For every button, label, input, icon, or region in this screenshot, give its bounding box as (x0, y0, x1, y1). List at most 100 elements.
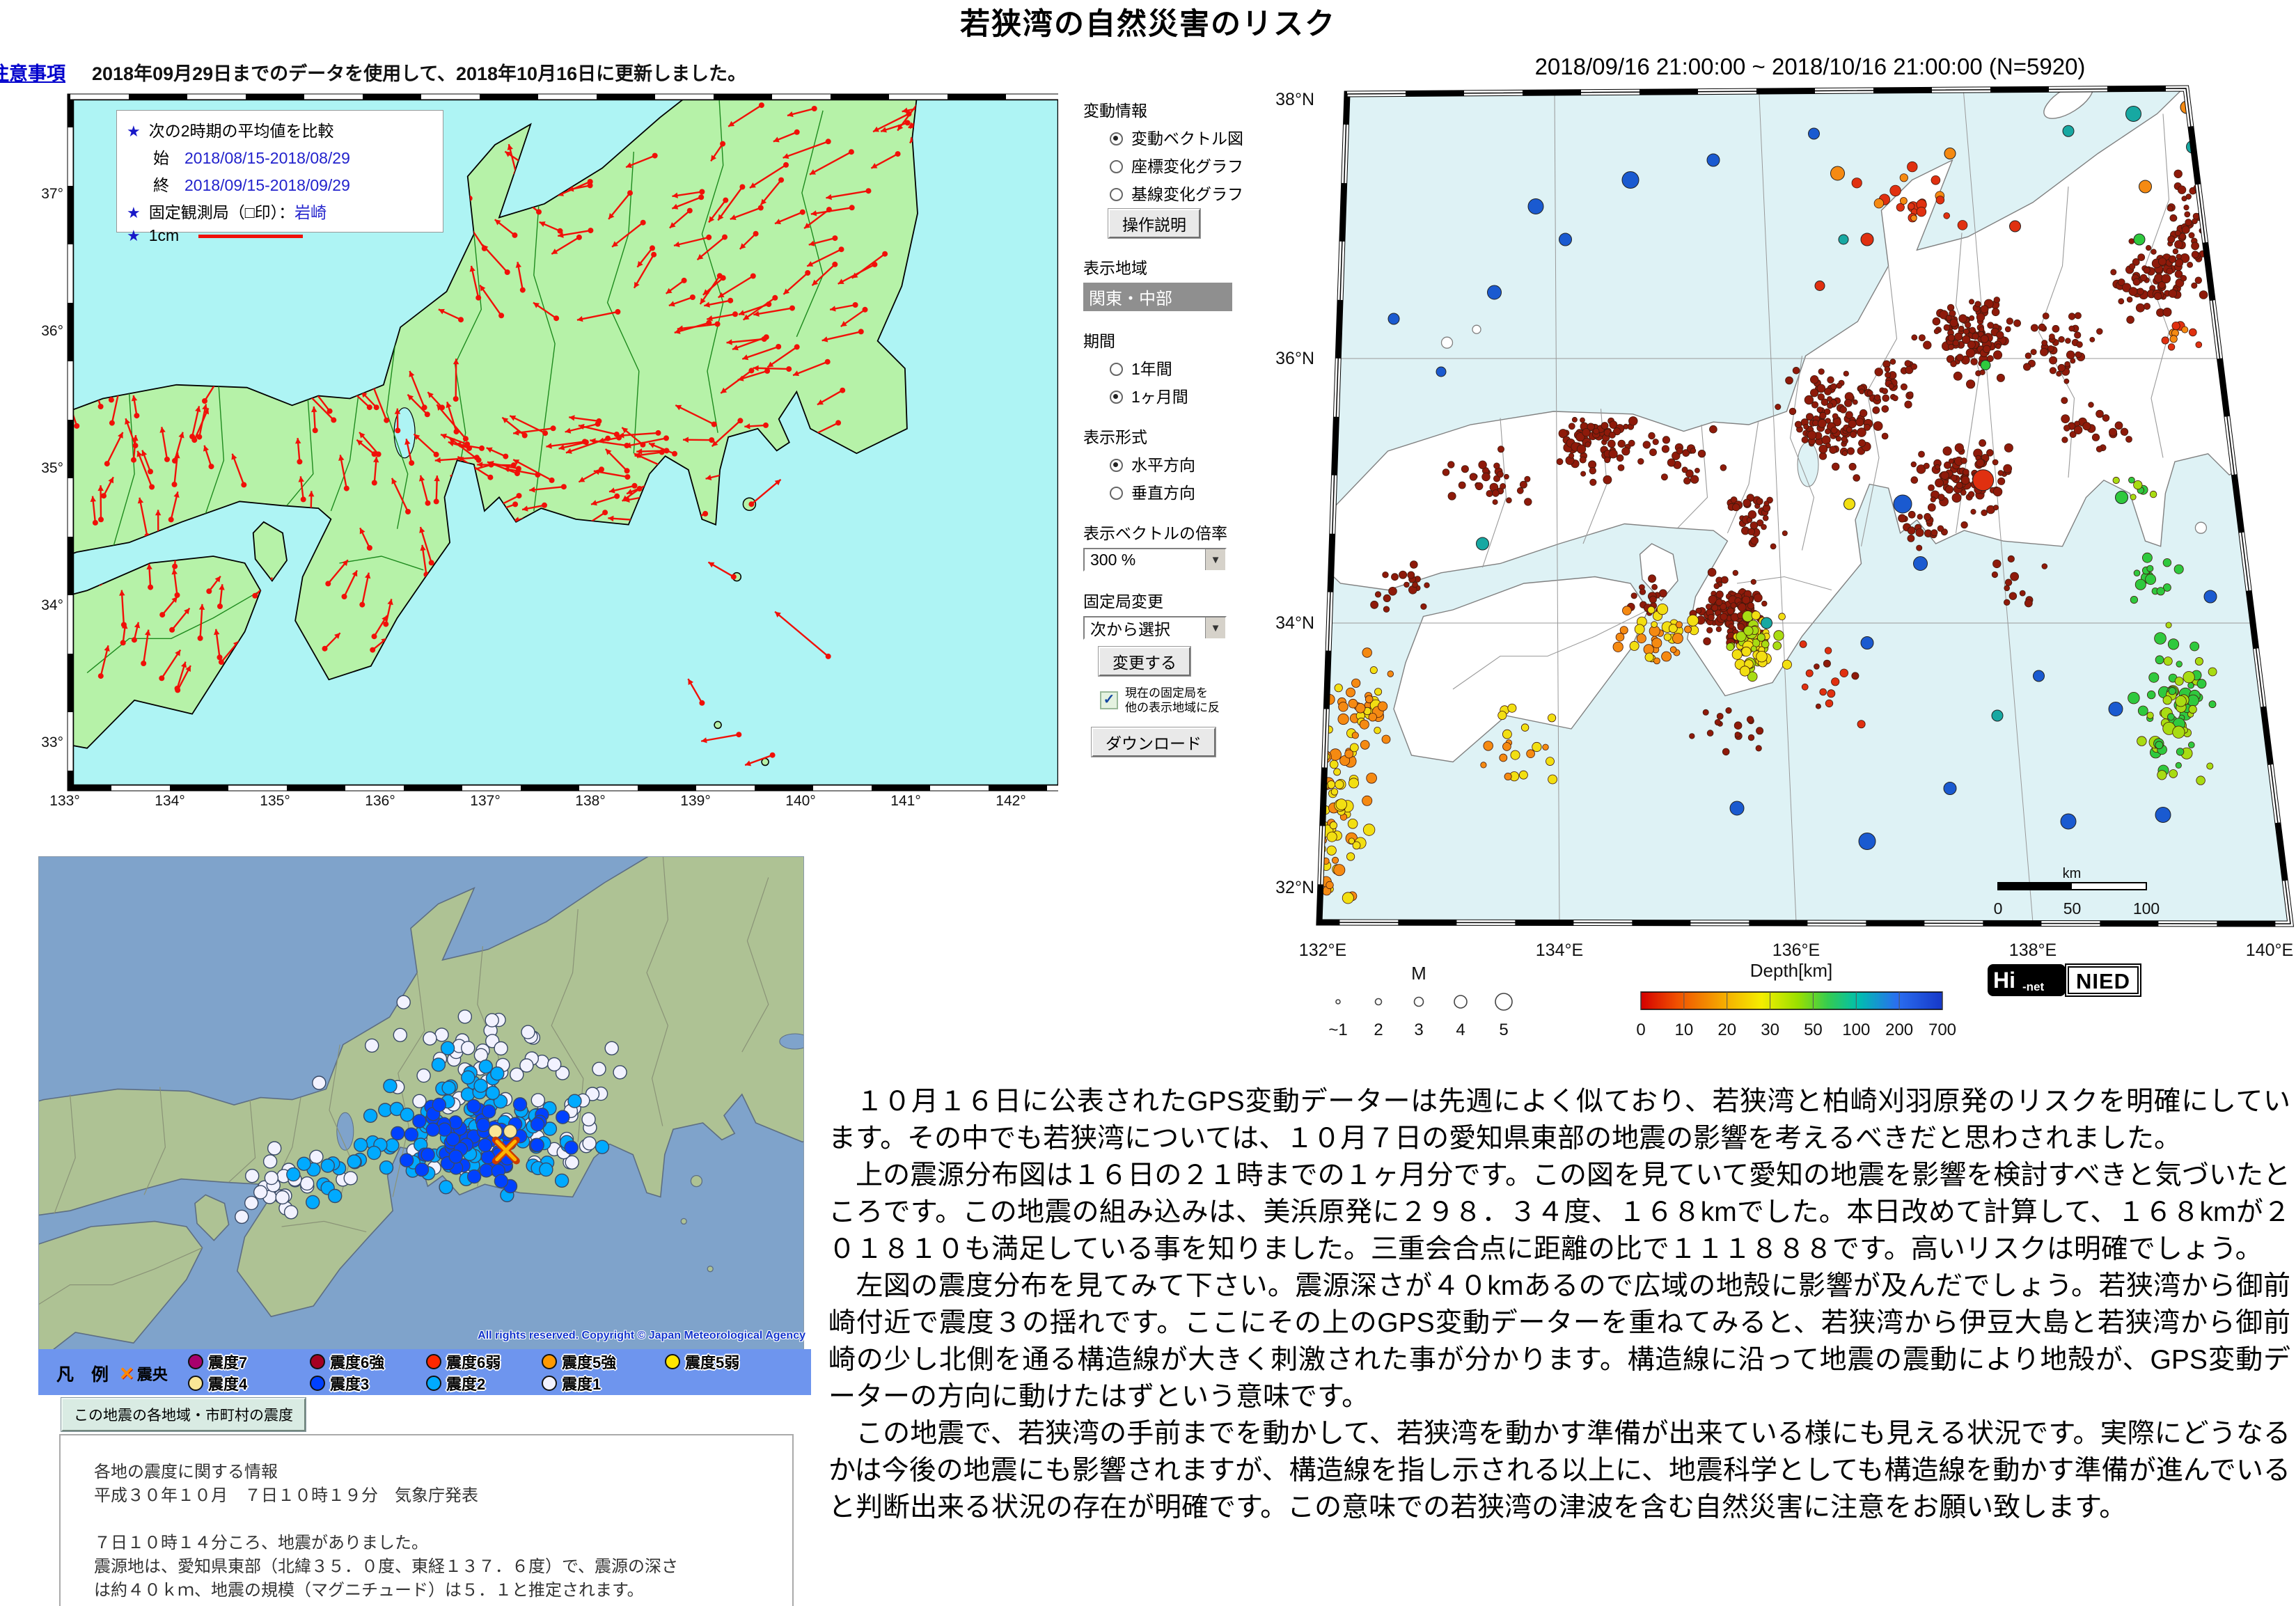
logo-nied: NIED (2076, 969, 2130, 993)
scalebar-unit: km (2063, 866, 2082, 881)
intensity-legend-item: 震度1 (542, 1374, 601, 1393)
intensity-legend-label: 震度3 (330, 1376, 370, 1393)
legend-end-label: 終 (153, 176, 169, 194)
radio-coordinate-graph[interactable]: 座標変化グラフ (1110, 153, 1298, 177)
gps-map-legend: ★ 次の2時期の平均値を比較 始 2018/08/15-2018/08/29 終 20… (116, 110, 443, 244)
section-region: 表示地域 (1083, 259, 1147, 277)
section-fixed-station: 固定局変更 (1083, 592, 1163, 611)
article-paragraph: 上の震源分布図は１６日の２１時までの１ヶ月分です。この図を見ていて愛知の地震を影… (828, 1160, 2290, 1264)
radio-baseline-graph-label: 基線変化グラフ (1131, 185, 1243, 203)
fixed-station-select[interactable]: 次から選択 ▼ (1083, 616, 1227, 640)
scalebar-tick: 100 (2133, 899, 2160, 918)
star-icon: ★ (127, 227, 141, 244)
hinet-lon-tick: 134°E (1536, 940, 1583, 960)
intensity-circle-icon (310, 1376, 325, 1391)
m-legend-tick: 2 (1374, 1021, 1383, 1039)
download-button[interactable]: ダウンロード (1091, 727, 1216, 757)
intensity-legend-item: 震度4 (188, 1374, 248, 1393)
intensity-circle-icon (426, 1376, 441, 1391)
intensity-circle-icon (310, 1354, 325, 1369)
radio-vertical-label: 垂直方向 (1131, 484, 1195, 502)
control-panel: 変動情報 変動ベクトル図 座標変化グラフ 基線変化グラフ 操作説明 表示地域 関… (1083, 97, 1298, 766)
radio-one-year-label: 1年間 (1131, 360, 1172, 378)
city-intensity-button[interactable]: この地震の各地域・市町村の震度 (61, 1397, 306, 1432)
intensity-legend-label: 震度5弱 (685, 1354, 740, 1371)
gps-lat-tick: 35° (41, 460, 63, 476)
epicenter-x-icon: ✕ (119, 1363, 134, 1384)
intensity-legend-label: 震度2 (446, 1376, 486, 1393)
intensity-info-box: 各地の震度に関する情報 平成３０年１０月 ７日１０時１９分 気象庁発表 ７日１０… (59, 1434, 794, 1606)
m-legend-tick: 4 (1456, 1021, 1465, 1039)
scalebar-tick: 0 (1994, 899, 2003, 918)
depth-legend-tick: 20 (1717, 1021, 1736, 1039)
star-icon: ★ (127, 123, 141, 140)
region-select[interactable]: 関東・中部 (1083, 283, 1232, 311)
intensity-legend-row1: 震度7 震度6強 震度6弱 震度5強 震度5弱 (38, 1353, 811, 1373)
intensity-legend-label: 震度4 (208, 1376, 248, 1393)
radio-one-month[interactable]: 1ヶ月間 (1110, 384, 1298, 407)
notice-link[interactable]: 注意事項 (0, 63, 65, 84)
epicenter-dots (1319, 100, 2217, 904)
help-button[interactable]: 操作説明 (1108, 208, 1201, 239)
legend-title: 凡 例 (56, 1365, 109, 1385)
hinet-nied-logo: Hi -net NIED (1988, 963, 2141, 997)
update-note: 2018年09月29日までのデータを使用して、2018年10月16日に更新しまし… (92, 63, 747, 84)
chevron-down-icon[interactable]: ▼ (1205, 549, 1225, 570)
gps-lon-tick: 141° (890, 793, 920, 809)
epicenter-legend: ✕ 震央 (119, 1362, 168, 1385)
hinet-lon-tick: 140°E (2246, 940, 2293, 960)
legend-end-value: 2018/09/15-2018/09/29 (184, 176, 350, 194)
intensity-legend-label: 震度6強 (330, 1354, 385, 1371)
article-paragraph: この地震で、若狭湾の手前までを動かして、若狭湾を動かす準備が出来ている様にも見え… (828, 1419, 2290, 1522)
gps-lon-tick: 138° (575, 793, 605, 809)
gps-lat-tick: 33° (41, 734, 63, 750)
change-button[interactable]: 変更する (1098, 646, 1191, 677)
apply-station-checkbox-row[interactable]: ✓ 現在の固定局を 他の表示地域に反 (1100, 686, 1298, 715)
checkbox-checked-icon[interactable]: ✓ (1100, 691, 1118, 709)
epicenter-label: 震央 (136, 1366, 168, 1383)
radio-horizontal-label: 水平方向 (1131, 456, 1195, 474)
hinet-lat-tick: 32°N (1275, 878, 1314, 897)
logo-net: -net (2022, 980, 2045, 993)
radio-one-year[interactable]: 1年間 (1110, 356, 1298, 379)
intensity-legend-label: 震度1 (562, 1376, 601, 1393)
intensity-legend-label: 震度7 (208, 1354, 248, 1371)
hinet-lat-tick: 34°N (1275, 613, 1314, 633)
intensity-legend-item: 震度2 (426, 1374, 486, 1393)
gps-lon-tick: 134° (155, 793, 184, 809)
radio-vertical[interactable]: 垂直方向 (1110, 480, 1298, 503)
intensity-circle-icon (426, 1354, 441, 1369)
intensity-circle-icon (665, 1354, 680, 1369)
radio-icon (1110, 391, 1123, 404)
depth-legend-tick: 10 (1675, 1021, 1694, 1039)
gps-lon-tick: 135° (260, 793, 290, 809)
hinet-lat-tick: 38°N (1275, 90, 1314, 109)
gps-lon-tick: 142° (996, 793, 1025, 809)
hinet-lon-tick: 138°E (2009, 940, 2057, 960)
radio-horizontal[interactable]: 水平方向 (1110, 452, 1298, 475)
chevron-down-icon[interactable]: ▼ (1205, 617, 1225, 638)
depth-legend-tick: 30 (1761, 1021, 1779, 1039)
radio-vector-map[interactable]: 変動ベクトル図 (1110, 125, 1298, 149)
intensity-legend-row2: 震度4 震度3 震度2 震度1 (38, 1374, 811, 1395)
depth-legend-label: Depth[km] (1750, 960, 1833, 981)
radio-icon (1110, 487, 1123, 500)
article-text: １０月１６日に公表されたGPS変動データーは先週によく似ており、若狭湾と柏崎刈羽… (828, 1083, 2290, 1526)
vector-scale-select[interactable]: 300 % ▼ (1083, 548, 1227, 572)
radio-coordinate-graph-label: 座標変化グラフ (1131, 157, 1243, 175)
intensity-legend-label: 震度5強 (562, 1354, 617, 1371)
gps-vector-map: 37° 36° 35° 34° 33° 133° 134° 135° 136° 137° 138° 1… (31, 91, 1058, 824)
intensity-legend-item: 震度6弱 (426, 1353, 501, 1371)
legend-compare-label: 次の2時期の平均値を比較 (148, 122, 334, 140)
intensity-circle-icon (542, 1354, 557, 1369)
gps-lon-tick: 136° (365, 793, 395, 809)
intensity-legend-bar: 凡 例 ✕ 震央 震度7 震度6強 震度6弱 震度5強 震度5弱 震度4 震度3 震度2 震度1 (38, 1349, 811, 1395)
page-title: 若狭湾の自然災害のリスク (960, 8, 1336, 41)
radio-icon (1110, 160, 1123, 173)
radio-baseline-graph[interactable]: 基線変化グラフ (1110, 181, 1298, 205)
radio-icon (1110, 363, 1123, 376)
section-display-format: 表示形式 (1083, 428, 1147, 446)
checkbox-label-line2: 他の表示地域に反 (1125, 701, 1220, 714)
legend-scale-label: 1cm (148, 226, 180, 244)
hinet-lon-tick: 136°E (1772, 940, 1820, 960)
